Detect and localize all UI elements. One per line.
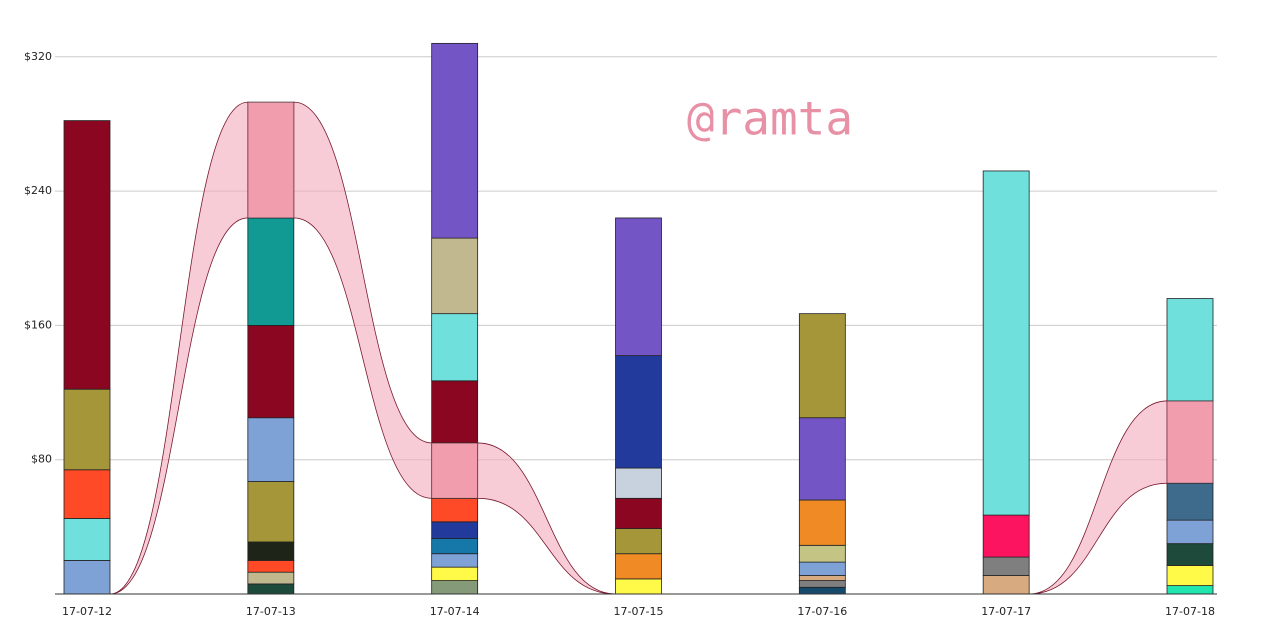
- bar-segment: [615, 528, 662, 555]
- y-tick-label: $320: [24, 50, 52, 63]
- bar-segment: [1166, 565, 1214, 587]
- bar-segment: [798, 586, 846, 595]
- bar-segment: [247, 571, 295, 585]
- ribbon-overlay: [247, 102, 294, 218]
- y-tick-label: $80: [31, 453, 52, 466]
- bar-segment: [63, 120, 111, 390]
- bar-segment: [1166, 400, 1214, 484]
- bar-segment: [982, 556, 1030, 576]
- bar-segment: [1166, 543, 1214, 566]
- bar-segment: [431, 237, 479, 315]
- bars: [63, 42, 1214, 595]
- bar-segment: [982, 514, 1030, 558]
- bar-segment: [247, 541, 295, 561]
- bar-segment: [615, 578, 662, 595]
- bar-segment: [247, 417, 295, 482]
- x-tick-label: 17-07-18: [1165, 605, 1215, 618]
- bar-segment: [615, 497, 662, 529]
- y-tick-label: $160: [24, 318, 52, 331]
- ribbon-overlay: [431, 442, 478, 499]
- bar-segment: [615, 467, 662, 499]
- ribbon: [109, 101, 249, 595]
- bar-segment: [431, 566, 479, 581]
- bar-segment: [615, 217, 662, 357]
- bar-segment: [798, 499, 846, 546]
- x-tick-label: 17-07-12: [62, 605, 112, 618]
- bar-segment: [1166, 519, 1214, 545]
- x-tick-label: 17-07-13: [246, 605, 296, 618]
- bar-segment: [431, 580, 479, 595]
- bar-segment: [247, 481, 295, 543]
- bar-segment: [431, 42, 479, 239]
- bar-segment: [63, 518, 111, 561]
- bar-segment: [798, 544, 846, 563]
- x-tick-label: 17-07-15: [614, 605, 664, 618]
- bar-segment: [1166, 585, 1214, 595]
- bar-segment: [798, 561, 846, 576]
- bar-segment: [982, 170, 1030, 516]
- ribbon: [293, 101, 433, 499]
- bar-segment: [431, 380, 479, 444]
- bar-segment: [431, 313, 479, 382]
- bar-segment: [63, 469, 111, 519]
- bar-segment: [247, 101, 295, 219]
- bar-segment: [798, 575, 846, 581]
- bar-segment: [615, 553, 662, 580]
- x-tick-label: 17-07-17: [981, 605, 1031, 618]
- bar-segment: [431, 497, 479, 523]
- bar-segment: [431, 521, 479, 540]
- ribbon: [477, 442, 616, 595]
- bar-segment: [1166, 482, 1214, 521]
- bar-segment: [798, 580, 846, 588]
- bar-segment: [247, 324, 295, 419]
- bar-segment: [63, 388, 111, 471]
- bar-segment: [798, 313, 846, 419]
- bar-segment: [982, 575, 1030, 595]
- watermark: @ramta: [687, 92, 853, 146]
- bar-segment: [63, 560, 111, 595]
- ribbon-overlay: [1167, 400, 1213, 484]
- bar-segment: [798, 417, 846, 501]
- ribbon: [1029, 400, 1168, 595]
- y-tick-label: $240: [24, 184, 52, 197]
- bar-segment: [1166, 298, 1214, 402]
- bar-segment: [247, 217, 295, 326]
- x-tick-label: 17-07-16: [797, 605, 847, 618]
- bar-segment: [247, 583, 295, 595]
- bar-segment: [247, 560, 295, 573]
- x-tick-label: 17-07-14: [430, 605, 480, 618]
- bar-segment: [431, 538, 479, 555]
- bar-segment: [431, 553, 479, 568]
- bar-segment: [615, 355, 662, 469]
